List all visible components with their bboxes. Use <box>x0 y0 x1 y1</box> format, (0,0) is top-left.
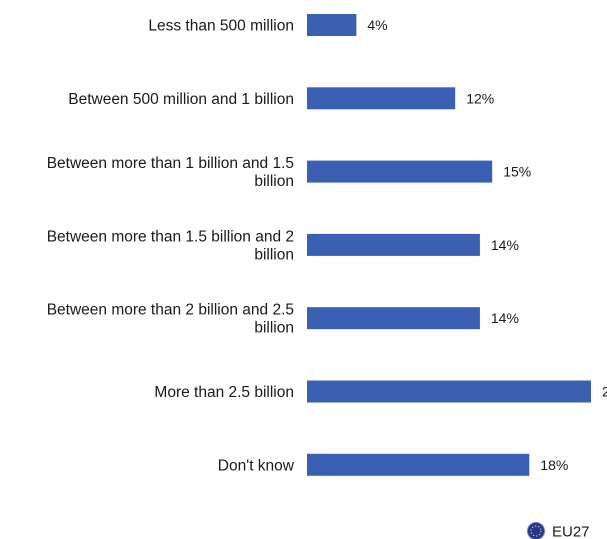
category-label-line: Between 500 million and 1 billion <box>68 91 294 108</box>
category-label-line: billion <box>254 320 294 337</box>
category-label-line: More than 2.5 billion <box>154 384 294 401</box>
value-label: 15% <box>503 164 531 180</box>
bar <box>307 160 493 183</box>
value-label: 18% <box>540 457 568 473</box>
legend: EU27 <box>527 522 590 539</box>
bar <box>307 14 357 36</box>
value-label: 4% <box>367 17 387 33</box>
category-label-line: Don't know <box>218 457 295 474</box>
category-label: Less than 500 million <box>148 18 294 35</box>
bar <box>307 233 480 256</box>
category-labels: Less than 500 million Between 500 million… <box>47 18 295 475</box>
bar <box>307 453 530 476</box>
category-label-line: Between more than 1 billion and 1.5 <box>47 155 294 172</box>
value-label: 14% <box>491 310 519 326</box>
legend-label: EU27 <box>552 524 590 539</box>
category-label: Don't know <box>218 457 295 474</box>
value-label: 12% <box>466 90 494 106</box>
category-label-line: Between more than 1.5 billion and 2 <box>47 228 294 245</box>
category-label: More than 2.5 billion <box>154 384 294 401</box>
bar <box>307 307 480 330</box>
bar <box>307 380 591 403</box>
category-label-line: Between more than 2 billion and 2.5 <box>47 302 294 319</box>
category-label: Between more than 1 billion and 1.5 billi… <box>47 155 294 190</box>
eu-flag-icon <box>527 522 545 539</box>
category-label-line: Less than 500 million <box>148 18 294 35</box>
category-label-line: billion <box>254 246 294 263</box>
value-label: 14% <box>491 237 519 253</box>
category-label: Between 500 million and 1 billion <box>68 91 294 108</box>
bars-group <box>307 14 591 476</box>
category-label: Between more than 2 billion and 2.5 billi… <box>47 302 294 337</box>
category-label-line: billion <box>254 173 294 190</box>
bar <box>307 87 456 110</box>
value-labels: 4% 12% 15% 14% 14% 23% 18% <box>367 17 607 473</box>
category-label: Between more than 1.5 billion and 2 billi… <box>47 228 294 263</box>
value-label: 23% <box>602 384 607 400</box>
